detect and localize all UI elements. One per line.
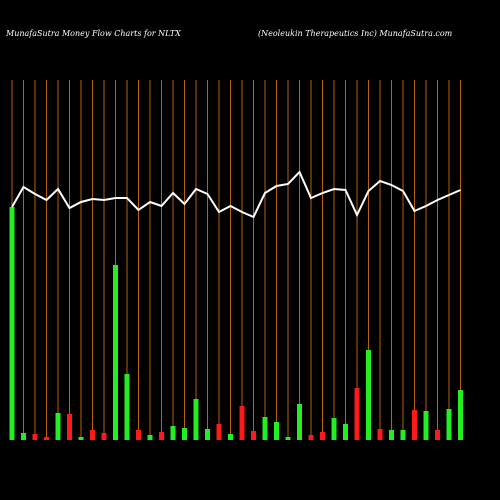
bar [446, 409, 452, 440]
bar [147, 435, 153, 440]
bar [320, 432, 325, 440]
bar [458, 390, 463, 440]
bar [205, 429, 210, 440]
bar [412, 410, 417, 440]
bar [423, 411, 429, 440]
bar [44, 437, 49, 440]
bar [228, 434, 233, 440]
bar [366, 350, 371, 440]
bar [90, 430, 95, 440]
bar [21, 433, 26, 440]
bar [67, 414, 72, 440]
bar [170, 426, 176, 440]
bar [308, 435, 314, 440]
bar [113, 265, 118, 440]
bar [159, 432, 164, 440]
bar [32, 434, 38, 440]
bar [343, 424, 348, 440]
bar [78, 437, 84, 440]
bar [435, 430, 440, 440]
bar [297, 404, 302, 440]
bar [193, 399, 199, 440]
bar [124, 374, 130, 440]
price-line [11, 170, 461, 219]
bar [377, 429, 383, 440]
bar [101, 433, 107, 440]
bar [251, 431, 256, 440]
bar [55, 413, 61, 440]
bar [354, 388, 360, 440]
chart-subtitle: (Neoleukin Therapeutics Inc) MunafaSutra… [258, 29, 453, 38]
bar [216, 424, 222, 440]
bar [331, 418, 337, 440]
bar [136, 430, 141, 440]
bar [262, 417, 268, 440]
bar [285, 437, 291, 440]
bar [274, 422, 279, 440]
bar [389, 430, 394, 440]
bar [9, 207, 15, 440]
bar [239, 406, 245, 440]
bar [400, 430, 406, 440]
bar [182, 428, 187, 440]
chart-title: MunafaSutra Money Flow Charts for NLTX [5, 29, 181, 38]
